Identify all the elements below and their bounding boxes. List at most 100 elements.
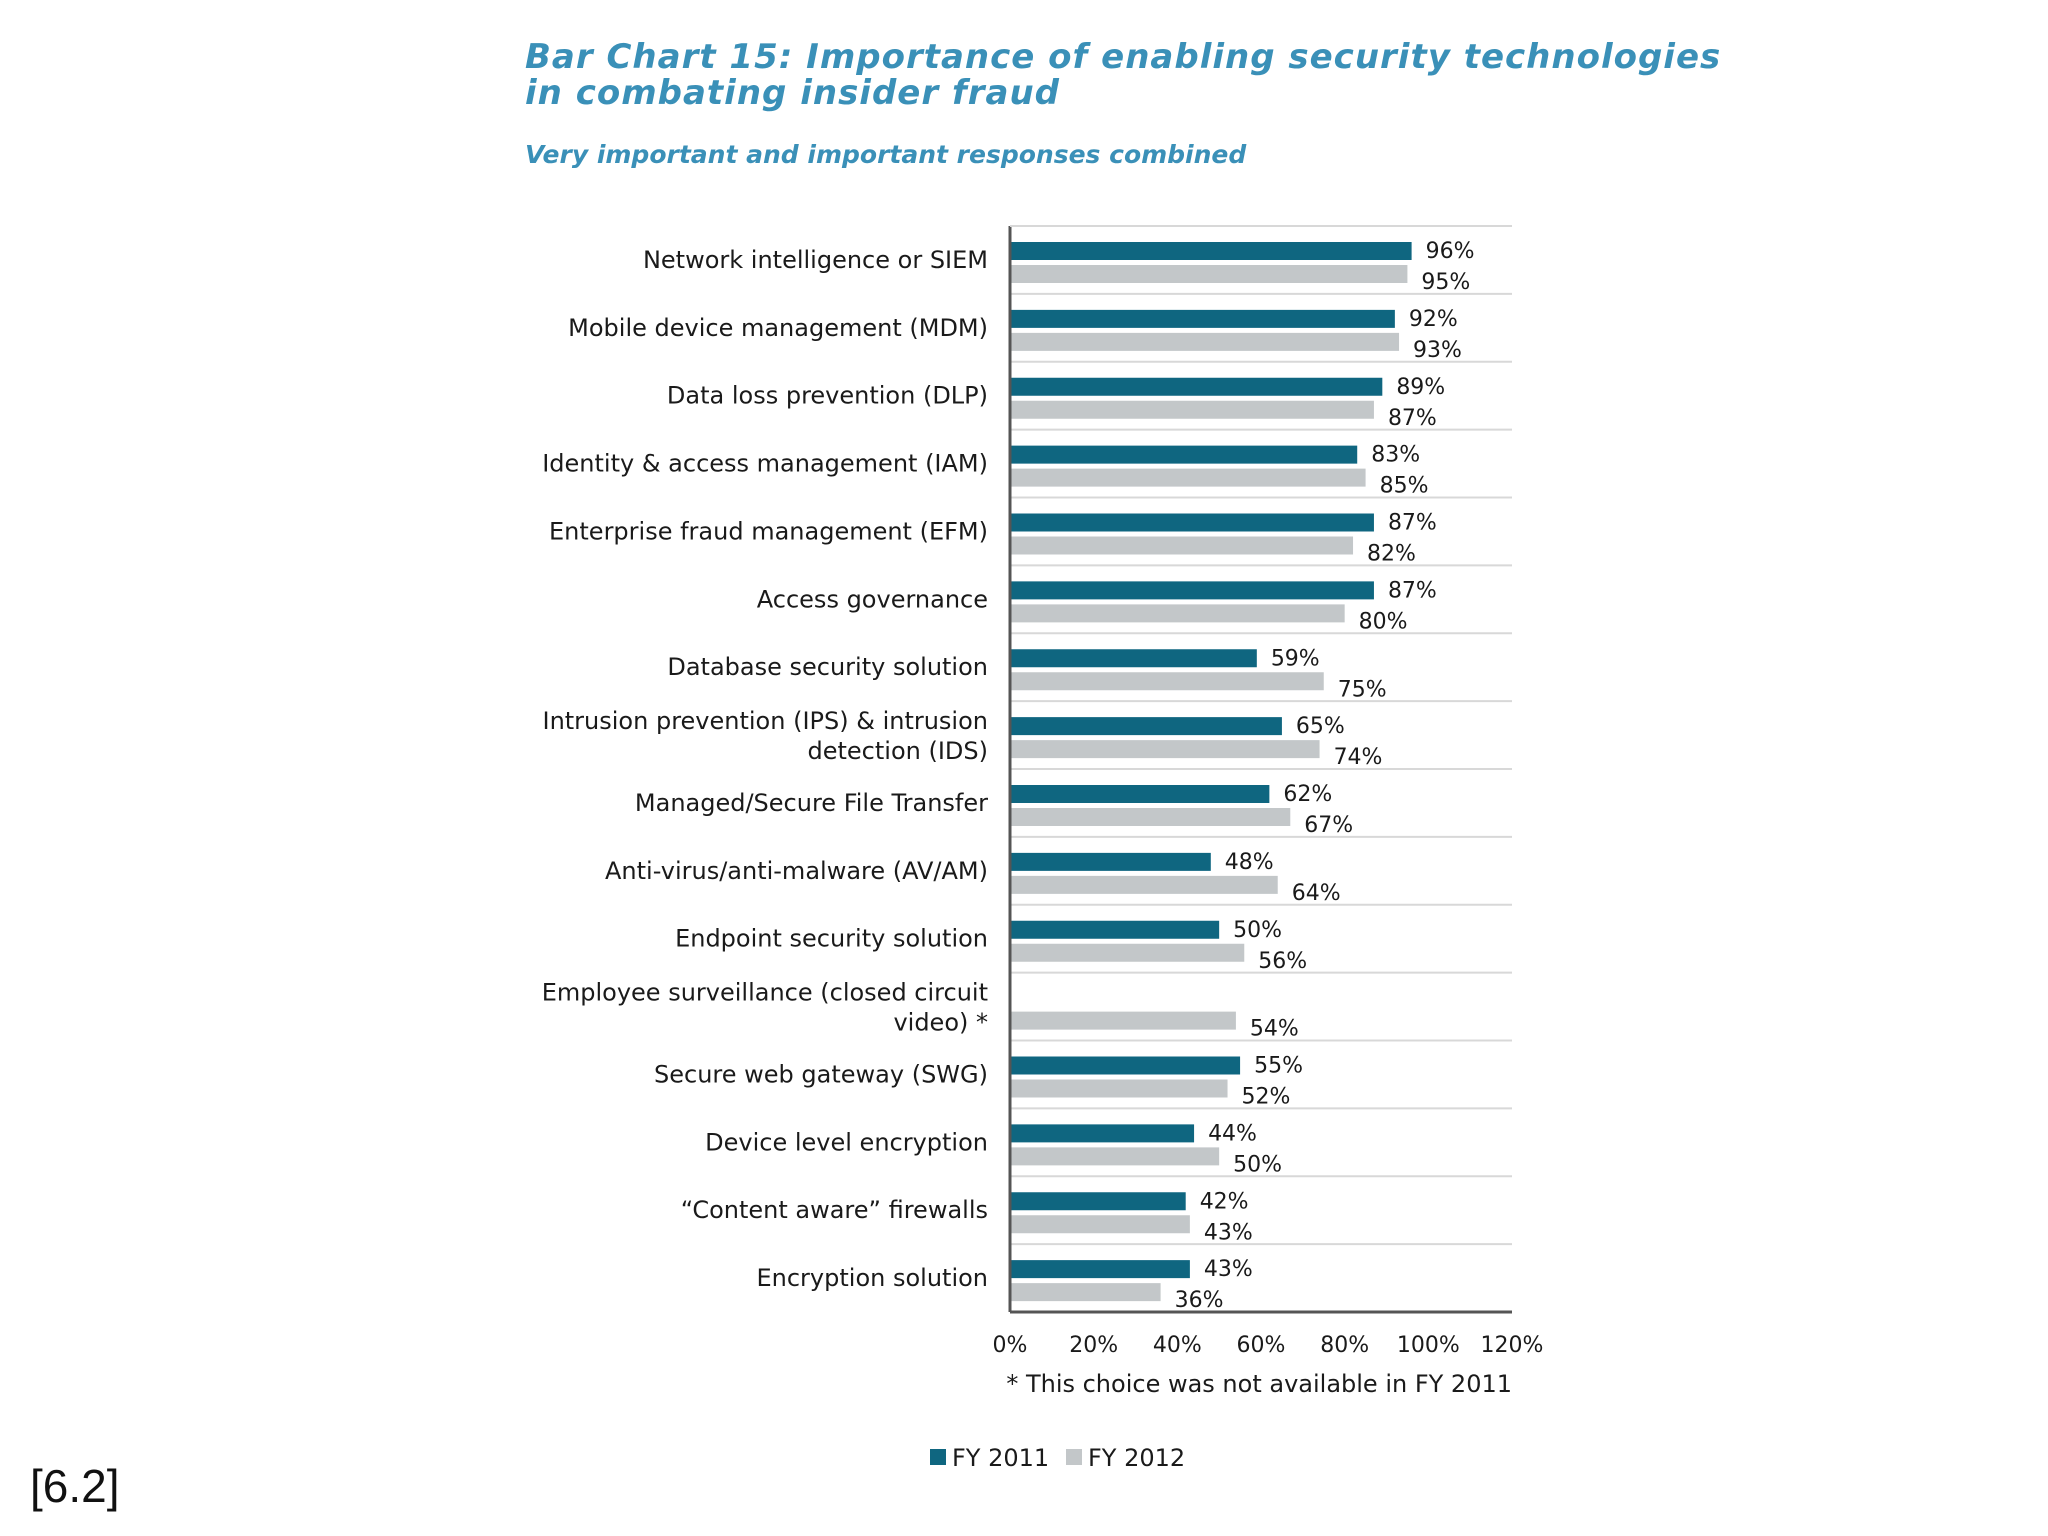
bar-fy2011 — [1010, 852, 1211, 871]
value-label-fy2011: 48% — [1225, 850, 1274, 875]
bar-fy2011 — [1010, 1124, 1195, 1143]
value-label-fy2012: 87% — [1388, 406, 1437, 431]
bar-fy2011 — [1010, 1192, 1186, 1211]
value-label-fy2011: 87% — [1388, 511, 1437, 536]
bar-fy2011 — [1010, 785, 1270, 803]
chart-title-line1: Bar Chart 15: Importance of enabling sec… — [525, 37, 1721, 77]
category-label: “Content aware” firewalls — [681, 1196, 988, 1224]
value-label-fy2012: 80% — [1359, 609, 1408, 634]
value-label-fy2011: 42% — [1200, 1189, 1249, 1214]
bar-fy2012 — [1010, 332, 1400, 351]
value-label-fy2012: 67% — [1304, 813, 1353, 838]
bar-fy2012 — [1010, 468, 1366, 487]
bar-fy2012 — [1010, 740, 1320, 759]
bar-fy2011 — [1010, 1260, 1190, 1279]
category-label: Identity & access management (IAM) — [542, 450, 988, 478]
bar-fy2012 — [1010, 808, 1291, 826]
row-separators — [1010, 225, 1512, 1246]
category-label: Employee surveillance (closed circuit — [542, 979, 988, 1007]
value-label-fy2011: 83% — [1371, 443, 1420, 468]
value-label-fy2012: 82% — [1367, 542, 1416, 567]
bar-fy2011 — [1010, 377, 1383, 396]
category-label: Intrusion prevention (IPS) & intrusion — [542, 707, 988, 735]
value-label-fy2011: 44% — [1208, 1121, 1257, 1146]
category-label: Encryption solution — [756, 1264, 988, 1292]
category-label: detection (IDS) — [808, 737, 989, 765]
value-label-fy2011: 89% — [1396, 375, 1445, 400]
bar-fy2011 — [1010, 309, 1395, 328]
value-label-fy2012: 43% — [1204, 1220, 1253, 1245]
category-label: Anti-virus/anti-malware (AV/AM) — [605, 857, 988, 885]
bar-fy2012 — [1010, 1215, 1190, 1234]
value-label-fy2012: 36% — [1175, 1288, 1224, 1313]
legend-label-fy2011: FY 2011 — [952, 1444, 1049, 1472]
category-label: Data loss prevention (DLP) — [667, 382, 988, 410]
category-label: Database security solution — [667, 653, 988, 681]
legend-swatch-fy2011 — [930, 1449, 946, 1465]
category-label: Access governance — [757, 585, 988, 613]
category-label: Managed/Secure File Transfer — [635, 789, 988, 817]
chart-title-line2: in combating insider fraud — [525, 73, 1060, 113]
value-label-fy2011: 65% — [1296, 714, 1345, 739]
value-label-fy2012: 50% — [1233, 1152, 1282, 1177]
x-tick-label: 60% — [1237, 1333, 1286, 1358]
category-label: Network intelligence or SIEM — [643, 246, 988, 274]
bar-fy2012 — [1010, 536, 1354, 555]
value-labels: 96% 95% 92% 93% 89% 87% 83% 85% 87% 82% 87% 80% 59% 7… — [1175, 239, 1475, 1313]
bar-fy2012 — [1010, 265, 1408, 283]
bar-fy2011 — [1010, 649, 1257, 668]
value-label-fy2012: 74% — [1334, 745, 1383, 770]
category-label: Secure web gateway (SWG) — [654, 1060, 988, 1088]
value-label-fy2011: 92% — [1409, 307, 1458, 332]
value-label-fy2011: 59% — [1271, 646, 1320, 671]
bar-fy2011 — [1010, 445, 1358, 464]
bar-fy2012 — [1010, 875, 1278, 894]
bar-fy2011 — [1010, 1056, 1241, 1075]
legend-label-fy2012: FY 2012 — [1088, 1444, 1185, 1472]
value-label-fy2011: 87% — [1388, 578, 1437, 603]
bar-fy2011 — [1010, 242, 1412, 260]
value-label-fy2011: 50% — [1233, 918, 1282, 943]
bar-fy2011 — [1010, 513, 1374, 532]
value-label-fy2012: 54% — [1250, 1017, 1299, 1042]
value-label-fy2011: 62% — [1283, 782, 1332, 807]
bar-fy2012 — [1010, 1011, 1236, 1030]
x-axis: 0% 20% 40% 60% 80% 100% 120% — [993, 225, 1544, 1358]
legend: FY 2011 FY 2012 — [930, 1444, 1185, 1472]
x-tick-label: 0% — [993, 1333, 1028, 1358]
category-label: Endpoint security solution — [675, 925, 988, 953]
x-tick-label: 40% — [1153, 1333, 1202, 1358]
value-label-fy2011: 55% — [1254, 1054, 1303, 1079]
value-label-fy2011: 96% — [1426, 239, 1475, 264]
bar-fy2012 — [1010, 604, 1345, 623]
value-label-fy2012: 64% — [1292, 881, 1341, 906]
x-tick-label: 120% — [1481, 1333, 1544, 1358]
bar-fy2012 — [1010, 1147, 1220, 1166]
x-tick-label: 20% — [1069, 1333, 1118, 1358]
x-tick-label: 80% — [1320, 1333, 1369, 1358]
category-label: Enterprise fraud management (EFM) — [549, 517, 988, 545]
reference-label: [6.2] — [30, 1460, 120, 1512]
footnote: * This choice was not available in FY 20… — [1006, 1370, 1512, 1398]
legend-swatch-fy2012 — [1066, 1449, 1082, 1465]
value-label-fy2012: 93% — [1413, 338, 1462, 363]
bars — [1010, 242, 1412, 1302]
value-label-fy2011: 43% — [1204, 1257, 1253, 1282]
x-tick-label: 100% — [1397, 1333, 1460, 1358]
bar-fy2012 — [1010, 400, 1374, 419]
category-label: video) * — [893, 1009, 988, 1037]
bar-fy2012 — [1010, 1079, 1228, 1098]
bar-fy2011 — [1010, 920, 1220, 939]
bar-fy2012 — [1010, 672, 1324, 691]
category-label: Mobile device management (MDM) — [568, 314, 988, 342]
value-label-fy2012: 75% — [1338, 677, 1387, 702]
bar-fy2011 — [1010, 581, 1374, 600]
bar-fy2012 — [1010, 1283, 1161, 1302]
chart-subtitle: Very important and important responses c… — [525, 140, 1247, 169]
value-label-fy2012: 56% — [1258, 949, 1307, 974]
category-label: Device level encryption — [705, 1128, 988, 1156]
value-label-fy2012: 52% — [1242, 1085, 1291, 1110]
bar-fy2011 — [1010, 717, 1282, 736]
value-label-fy2012: 95% — [1421, 270, 1470, 295]
